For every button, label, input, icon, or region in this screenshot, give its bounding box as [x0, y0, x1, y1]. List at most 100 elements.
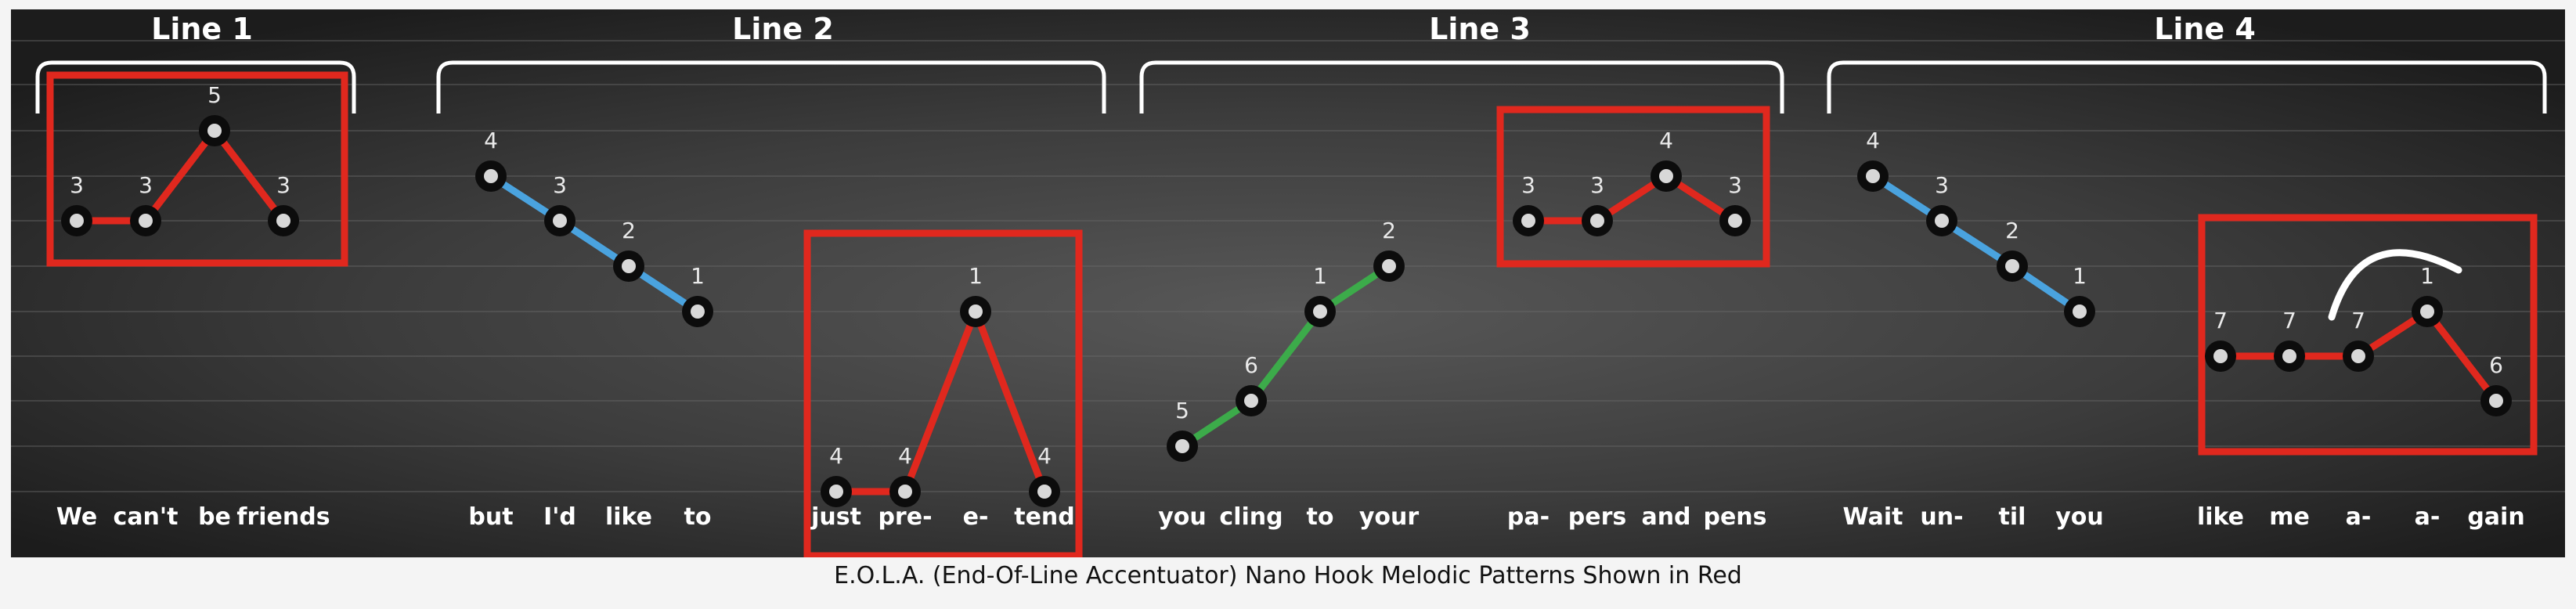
level-label: 2: [622, 218, 636, 243]
melody-line: [1528, 172, 1737, 225]
lyric-word: friends: [236, 503, 330, 531]
note-node-center: [1935, 214, 1949, 228]
lyric-word: pens: [1703, 503, 1766, 531]
melodic-pattern-diagram: 3 3 5 3 4 3 2 1 4 4 1 4 5 6 1 2 3 3 4 3 4 3 2 1 7 7 7 1 6 We can't be f…: [11, 9, 2565, 557]
level-label: 4: [1037, 443, 1052, 469]
level-label: 3: [1521, 172, 1535, 198]
lyric-word: pre-: [878, 503, 932, 531]
melody-line: [836, 308, 1048, 495]
lyric-word: like: [2197, 503, 2244, 531]
line-bracket: [436, 60, 1106, 114]
level-label: 1: [2073, 263, 2087, 289]
note-node-center: [622, 259, 636, 273]
level-label: 1: [691, 263, 705, 289]
note-node-center: [1866, 169, 1880, 183]
lyric-word: you: [1158, 503, 1207, 531]
note-node-center: [207, 124, 222, 138]
lyric-word: cling: [1219, 503, 1283, 531]
note-node-center: [1521, 214, 1535, 228]
level-label: 4: [1659, 128, 1673, 153]
level-label: 1: [2420, 263, 2434, 289]
note-node-center: [1313, 304, 1327, 319]
lyric-word: e-: [963, 503, 989, 531]
level-label: 4: [829, 443, 843, 469]
lyric-word: Wait: [1843, 503, 1903, 531]
note-node-center: [829, 485, 843, 499]
level-label: 2: [1382, 218, 1396, 243]
level-label: 7: [2213, 308, 2228, 333]
level-label: 4: [1866, 128, 1880, 153]
lyric-word: un-: [1920, 503, 1963, 531]
line-title: Line 2: [732, 12, 834, 46]
hook-arc: [2328, 249, 2462, 321]
lyric-word: your: [1359, 503, 1420, 531]
level-label: 3: [276, 172, 290, 198]
lyric-word: be: [198, 503, 231, 531]
lyric-word: We: [56, 503, 97, 531]
lyric-word: and: [1641, 503, 1690, 531]
note-node-center: [1244, 394, 1258, 408]
note-node-center: [898, 485, 912, 499]
note-node-center: [2351, 349, 2365, 363]
level-label: 4: [898, 443, 912, 469]
level-labels: 3 3 5 3 4 3 2 1 4 4 1 4 5 6 1 2 3 3 4 3 4 3 2 1 7 7 7 1 6: [70, 82, 2503, 469]
level-label: 1: [1313, 263, 1327, 289]
melody-lines: [77, 127, 2499, 495]
highlight-box: [1496, 106, 1770, 268]
lyric-words: We can't be friends but I'd like to just pre-e-te…: [56, 503, 2525, 531]
note-node-center: [1728, 214, 1742, 228]
level-label: 1: [969, 263, 983, 289]
line-title: Line 1: [151, 12, 253, 46]
note-node-center: [2073, 304, 2087, 319]
note-node-center: [691, 304, 705, 319]
level-label: 3: [139, 172, 153, 198]
note-node-center: [1659, 169, 1673, 183]
line-title: Line 3: [1429, 12, 1531, 46]
lyric-word: a-: [2346, 503, 2372, 531]
line-bracket: [35, 60, 356, 114]
line-bracket: [1139, 60, 1784, 114]
highlight-box: [803, 229, 1083, 557]
diagram-background: [11, 9, 2565, 557]
note-node-center: [1590, 214, 1604, 228]
highlight-boxes: [46, 71, 2538, 557]
note-node-center: [2213, 349, 2228, 363]
lyric-word: gain: [2467, 503, 2524, 531]
level-label: 3: [553, 172, 567, 198]
level-label: 3: [70, 172, 84, 198]
note-node-center: [2489, 394, 2503, 408]
lyric-word: just: [810, 503, 861, 531]
lyric-word: to: [1307, 503, 1334, 531]
lyric-word: a-: [2415, 503, 2441, 531]
note-node-center: [1037, 485, 1052, 499]
lyric-word: pa-: [1507, 503, 1550, 531]
level-label: 3: [1728, 172, 1742, 198]
note-node-center: [139, 214, 153, 228]
lyric-word: til: [1999, 503, 2026, 531]
lyric-word: me: [2269, 503, 2310, 531]
melody-line: [77, 127, 287, 225]
line-title: Line 4: [2154, 12, 2256, 46]
level-label: 6: [1244, 352, 1258, 378]
note-node-center: [1175, 439, 1189, 453]
note-node-center: [1382, 259, 1396, 273]
level-label: 4: [484, 128, 498, 153]
note-node-center: [2282, 349, 2296, 363]
highlight-box: [46, 71, 348, 267]
note-node-center: [2420, 304, 2434, 319]
highlight-box: [2198, 214, 2538, 456]
melody-nodes: [61, 115, 2512, 507]
level-label: 7: [2282, 308, 2296, 333]
line-brackets: [35, 60, 2547, 114]
level-label: 6: [2489, 352, 2503, 378]
level-label: 3: [1590, 172, 1604, 198]
note-node-center: [553, 214, 567, 228]
note-node-center: [2005, 259, 2019, 273]
level-label: 3: [1935, 172, 1949, 198]
level-label: 5: [1175, 398, 1189, 423]
lyric-word: can't: [114, 503, 179, 531]
melody-line: [1180, 263, 1391, 449]
melody-line: [1871, 173, 2082, 315]
note-node-center: [70, 214, 84, 228]
lyric-word: tend: [1014, 503, 1075, 531]
